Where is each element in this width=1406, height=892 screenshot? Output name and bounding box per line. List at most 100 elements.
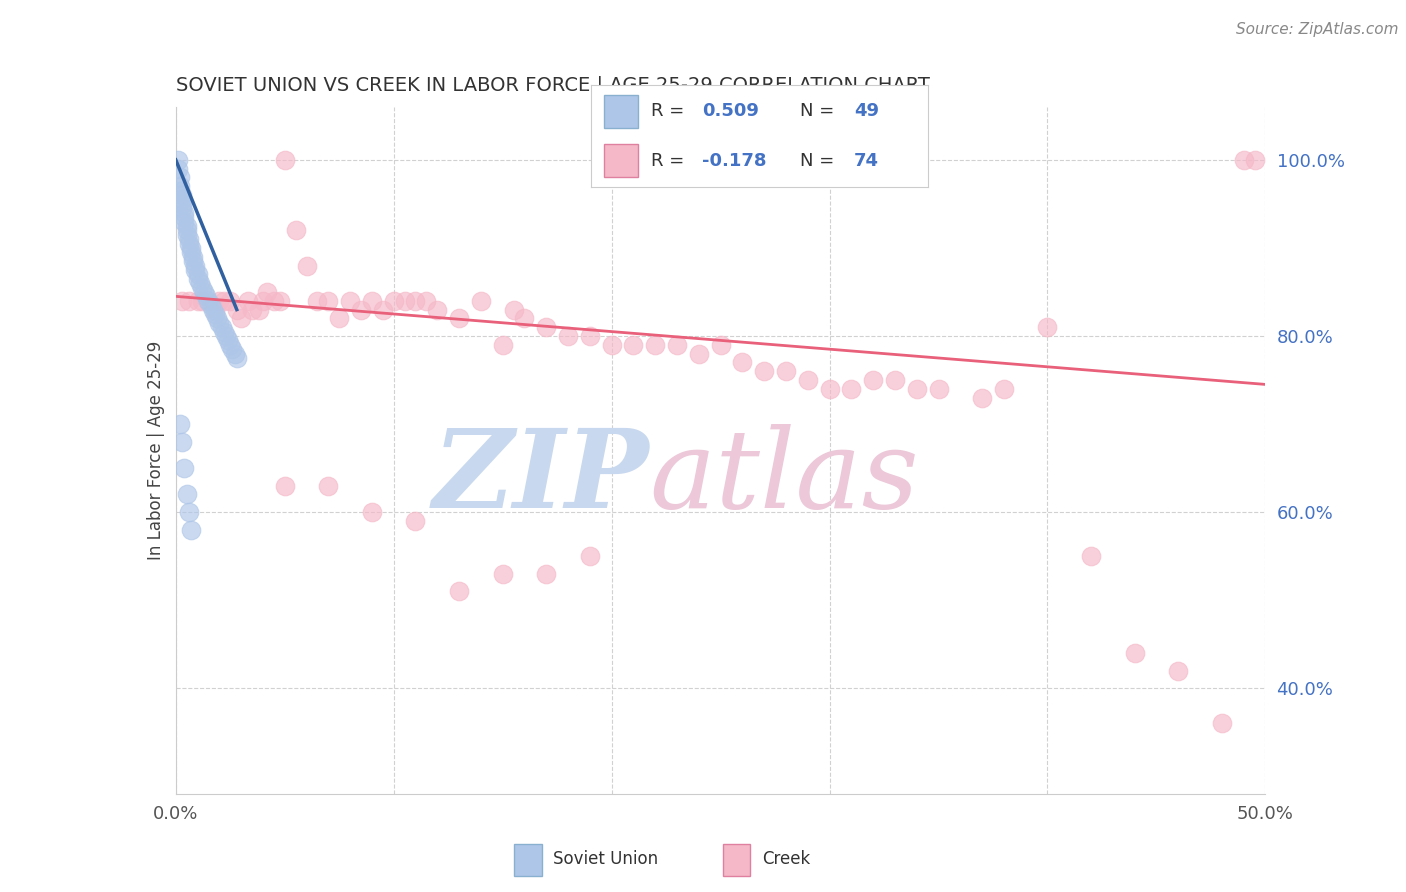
Point [188, 276, 211, 290]
Point [186, 293, 209, 308]
Text: R =: R = [651, 152, 690, 169]
Point [1243, 153, 1265, 167]
Point [360, 505, 382, 519]
Point [172, 197, 194, 211]
Point [208, 293, 231, 308]
Point [219, 338, 242, 352]
Point [208, 316, 231, 330]
Point [731, 355, 754, 369]
Point [256, 285, 278, 299]
Point [1232, 153, 1256, 167]
Point [492, 338, 515, 352]
Point [172, 188, 194, 202]
FancyBboxPatch shape [515, 844, 541, 876]
Point [197, 293, 219, 308]
Point [177, 505, 200, 519]
FancyBboxPatch shape [605, 145, 638, 177]
Point [534, 320, 557, 334]
Point [173, 205, 195, 219]
Point [167, 153, 190, 167]
Text: 49: 49 [853, 103, 879, 120]
Point [426, 302, 449, 317]
Point [200, 298, 222, 312]
Text: Source: ZipAtlas.com: Source: ZipAtlas.com [1236, 22, 1399, 37]
Point [382, 293, 405, 308]
Point [225, 351, 247, 365]
Point [579, 549, 602, 563]
Point [247, 302, 270, 317]
Point [201, 302, 224, 317]
Point [447, 584, 470, 599]
Text: atlas: atlas [650, 425, 920, 532]
Point [176, 227, 198, 242]
Point [1123, 646, 1146, 660]
Point [557, 329, 579, 343]
Point [240, 302, 263, 317]
Point [405, 293, 427, 308]
Point [193, 285, 215, 299]
Point [180, 245, 202, 260]
Point [177, 293, 200, 308]
Point [172, 202, 194, 216]
Text: SOVIET UNION VS CREEK IN LABOR FORCE | AGE 25-29 CORRELATION CHART: SOVIET UNION VS CREEK IN LABOR FORCE | A… [176, 75, 929, 95]
Point [173, 214, 195, 228]
Point [169, 417, 191, 431]
Point [970, 391, 993, 405]
Point [318, 293, 340, 308]
Point [205, 311, 228, 326]
Point [1211, 716, 1233, 731]
Point [513, 311, 536, 326]
Point [905, 382, 928, 396]
Point [191, 293, 214, 308]
Point [470, 293, 492, 308]
Y-axis label: In Labor Force | Age 25-29: In Labor Force | Age 25-29 [146, 341, 165, 560]
Point [252, 293, 274, 308]
Point [492, 566, 515, 581]
Point [169, 184, 191, 198]
Point [502, 302, 524, 317]
Point [1036, 320, 1059, 334]
Point [169, 170, 191, 185]
Point [177, 236, 200, 251]
Text: Soviet Union: Soviet Union [554, 849, 658, 868]
Point [184, 263, 207, 277]
Point [186, 268, 209, 282]
Point [534, 566, 557, 581]
Point [173, 461, 195, 475]
Point [710, 338, 733, 352]
Point [328, 311, 350, 326]
Point [221, 342, 243, 356]
Text: N =: N = [800, 103, 839, 120]
Point [197, 293, 219, 308]
Point [796, 373, 818, 387]
Point [167, 161, 190, 176]
Point [394, 293, 416, 308]
Text: -0.178: -0.178 [702, 152, 766, 169]
FancyBboxPatch shape [723, 844, 751, 876]
Point [173, 210, 195, 224]
Point [360, 293, 382, 308]
Point [993, 382, 1015, 396]
Point [928, 382, 950, 396]
Point [263, 293, 285, 308]
Point [405, 514, 427, 528]
Point [195, 289, 218, 303]
Point [204, 302, 226, 317]
Point [186, 272, 209, 286]
Point [579, 329, 602, 343]
Point [176, 219, 198, 233]
Point [688, 346, 710, 360]
Point [191, 280, 214, 294]
Point [181, 254, 204, 268]
Text: 0.509: 0.509 [702, 103, 759, 120]
Point [219, 293, 242, 308]
Text: N =: N = [800, 152, 839, 169]
Point [862, 373, 884, 387]
Point [274, 153, 297, 167]
Point [775, 364, 797, 378]
Point [184, 259, 207, 273]
Point [225, 302, 247, 317]
Point [212, 293, 235, 308]
Point [295, 259, 318, 273]
Point [621, 338, 644, 352]
